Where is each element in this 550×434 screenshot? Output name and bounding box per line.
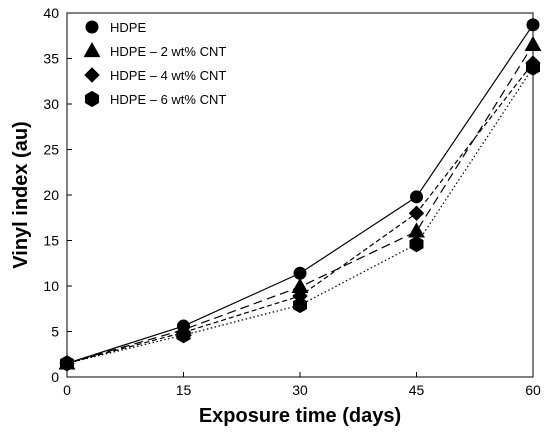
- y-tick-label: 5: [51, 324, 59, 340]
- legend-marker-1: [85, 20, 99, 34]
- legend-marker-3: [84, 67, 100, 83]
- legend-label: HDPE – 4 wt% CNT: [110, 68, 226, 83]
- y-tick-label: 25: [43, 142, 59, 158]
- x-tick-label: 30: [292, 382, 308, 398]
- data-point-series-2: [291, 277, 309, 294]
- legend-label: HDPE – 6 wt% CNT: [110, 92, 226, 107]
- series-line-3: [66, 62, 534, 364]
- y-axis-title: Vinyl index (au): [10, 121, 32, 268]
- y-tick-label: 35: [43, 51, 59, 67]
- legend-marker-2: [83, 41, 101, 58]
- series-markers: [58, 18, 542, 372]
- series-line-4: [66, 67, 534, 364]
- data-point-series-1: [410, 190, 423, 204]
- data-point-series-4: [409, 236, 424, 253]
- x-tick-label: 60: [525, 382, 541, 398]
- legend: HDPE HDPE – 2 wt% CNT HDPE – 4 wt% CNT HDPE…: [83, 20, 226, 108]
- x-axis-ticks: 0 15 30 45 60: [63, 372, 541, 398]
- data-point-series-4: [293, 297, 307, 314]
- data-point-series-1: [177, 319, 190, 333]
- legend-label: HDPE – 2 wt% CNT: [110, 44, 226, 59]
- data-point-series-2: [408, 222, 425, 238]
- x-tick-label: 45: [409, 382, 425, 398]
- y-tick-label: 20: [43, 187, 59, 203]
- data-point-series-3: [408, 205, 425, 221]
- data-point-series-3: [525, 55, 541, 71]
- y-tick-label: 0: [51, 369, 59, 385]
- x-axis-title: Exposure time (days): [199, 405, 401, 427]
- data-point-series-2: [524, 35, 542, 51]
- y-axis-ticks: 0 5 10 15 20 25 30 35 40: [43, 5, 72, 385]
- data-point-series-1: [293, 266, 307, 280]
- y-tick-label: 30: [43, 96, 59, 112]
- legend-label: HDPE: [110, 20, 146, 35]
- data-point-series-1: [60, 356, 74, 370]
- legend-marker-4: [85, 90, 99, 108]
- x-tick-label: 0: [63, 382, 71, 398]
- y-tick-label: 40: [43, 5, 59, 21]
- y-tick-label: 10: [43, 278, 59, 294]
- y-tick-label: 15: [43, 233, 59, 249]
- x-tick-label: 15: [176, 382, 192, 398]
- data-point-series-1: [526, 18, 540, 32]
